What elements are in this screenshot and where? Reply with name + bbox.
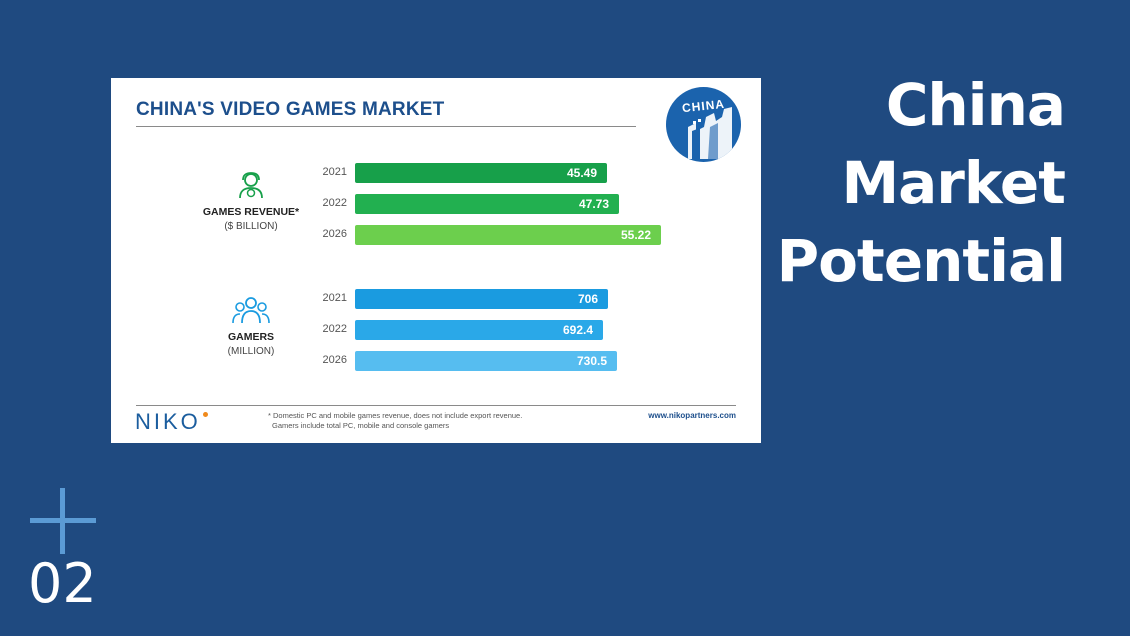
- heading-line: Market: [841, 149, 1066, 217]
- bar-year-label: 2022: [322, 323, 347, 335]
- title-divider: [136, 126, 636, 127]
- great-wall-icon: [688, 107, 732, 159]
- revenue-group-unit: ($ BILLION): [224, 221, 278, 232]
- bar-revenue-2026: 55.22: [355, 225, 661, 245]
- bar-year-label: 2022: [322, 197, 347, 209]
- gamers-group-name: GAMERS: [227, 331, 275, 343]
- footnote-line: Gamers include total PC, mobile and cons…: [272, 421, 450, 430]
- bar-value-label: 55.22: [620, 228, 651, 242]
- niko-logo: NIKO: [135, 409, 201, 434]
- heading-line: China: [885, 71, 1066, 139]
- bar-value-label: 45.49: [566, 166, 597, 180]
- gamers-group-label: GAMERS (MILLION): [186, 295, 316, 357]
- footnote: * Domestic PC and mobile games revenue, …: [268, 411, 548, 431]
- group-of-people-icon: [232, 297, 270, 324]
- slide-heading: China Market Potential: [760, 66, 1066, 300]
- china-badge: CHINA: [666, 87, 741, 162]
- footer-divider: [136, 405, 736, 406]
- bar-year-label: 2026: [322, 228, 347, 240]
- bar-year-label: 2021: [322, 292, 347, 304]
- bar-value-label: 692.4: [562, 323, 593, 337]
- gamers-group-unit: (MILLION): [227, 346, 275, 357]
- gamer-money-icon: [239, 172, 263, 199]
- bar-value-label: 706: [577, 292, 598, 306]
- bar-revenue-2021: 45.49: [355, 163, 607, 183]
- website-link[interactable]: www.nikopartners.com: [648, 411, 736, 420]
- section-number: 02: [28, 552, 97, 615]
- revenue-group-label: GAMES REVENUE* ($ BILLION): [186, 170, 316, 232]
- heading-line: Potential: [776, 227, 1066, 295]
- footnote-line: * Domestic PC and mobile games revenue, …: [268, 411, 523, 420]
- revenue-group-name: GAMES REVENUE*: [202, 206, 300, 218]
- bar-gamers-2026: 730.5: [355, 351, 617, 371]
- bar-revenue-2022: 47.73: [355, 194, 619, 214]
- bar-year-label: 2026: [322, 354, 347, 366]
- logo-dot: [203, 412, 208, 417]
- bar-gamers-2021: 706: [355, 289, 608, 309]
- bar-value-label: 730.5: [576, 354, 607, 368]
- bar-gamers-2022: 692.4: [355, 320, 603, 340]
- bar-value-label: 47.73: [578, 197, 609, 211]
- chart-title: CHINA'S VIDEO GAMES MARKET: [136, 99, 445, 120]
- plus-icon: [30, 488, 96, 554]
- infographic-card: CHINA'S VIDEO GAMES MARKET CHINA GAMES R…: [111, 78, 761, 443]
- bar-year-label: 2021: [322, 166, 347, 178]
